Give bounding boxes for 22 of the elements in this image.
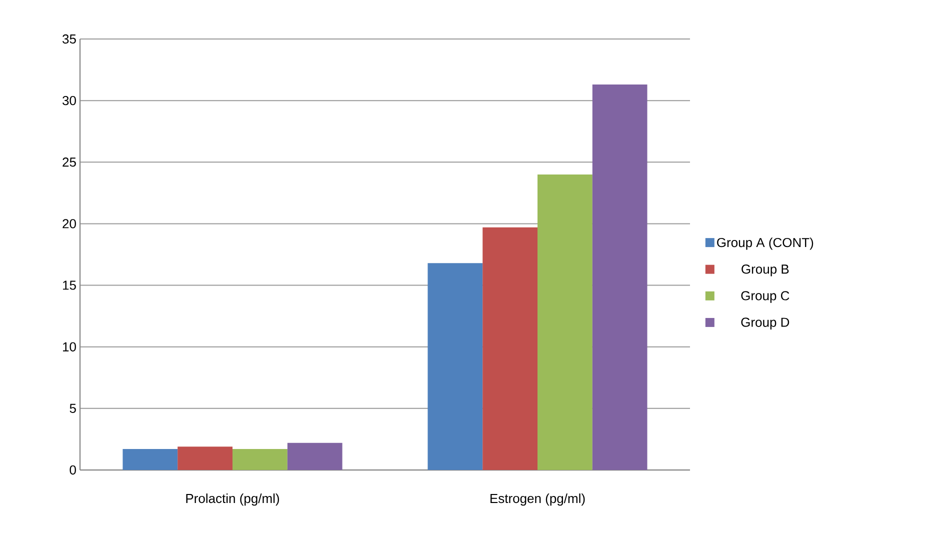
bar [287, 442, 342, 470]
legend-label: Group C [741, 291, 790, 303]
legend-label: Group A (CONT) [717, 238, 814, 250]
bar [178, 446, 233, 470]
bar [122, 449, 178, 470]
bar [482, 227, 538, 470]
y-tick-label: 15 [63, 280, 76, 290]
y-tick-label: 5 [70, 404, 76, 413]
legend-label: Group B [742, 264, 789, 276]
x-tick-label: Prolactin (pg/ml) [186, 494, 280, 506]
legend-label: Group D [741, 318, 790, 330]
bar [538, 174, 592, 470]
y-tick-label: 25 [62, 158, 76, 167]
y-tick-label: 20 [62, 219, 76, 228]
y-tick-label: 35 [62, 34, 76, 44]
bar [428, 263, 483, 470]
x-tick-label: Estrogen (pg/ml) [490, 494, 585, 506]
y-tick-label: 30 [62, 96, 76, 106]
y-tick-label: 10 [63, 342, 76, 352]
y-tick-label: 0 [70, 465, 76, 475]
bar [232, 449, 288, 470]
bar [592, 84, 648, 470]
